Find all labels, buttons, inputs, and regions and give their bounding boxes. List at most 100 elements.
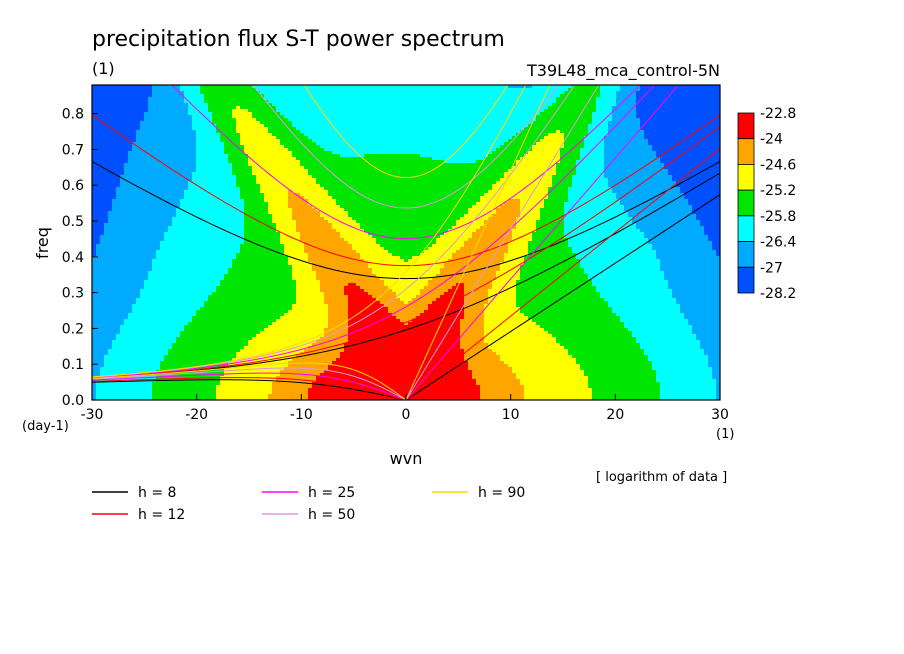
heat-cell bbox=[144, 109, 149, 113]
heat-cell bbox=[660, 91, 665, 95]
heat-cell bbox=[512, 151, 517, 155]
heat-cell bbox=[676, 106, 681, 110]
heat-cell bbox=[496, 142, 501, 146]
heat-cell bbox=[476, 151, 481, 155]
heat-cell bbox=[236, 103, 241, 107]
heat-cell bbox=[272, 106, 277, 110]
heat-cell bbox=[112, 112, 117, 116]
heat-cell bbox=[260, 157, 265, 161]
heat-cell bbox=[172, 121, 177, 125]
heat-cell bbox=[384, 133, 389, 137]
heat-cell bbox=[192, 106, 197, 110]
heat-cell bbox=[340, 127, 345, 131]
heat-cell bbox=[604, 103, 609, 107]
heat-cell bbox=[680, 121, 685, 125]
heat-cell bbox=[268, 139, 273, 143]
heat-cell bbox=[168, 151, 173, 155]
heat-cell bbox=[528, 85, 533, 89]
heat-cell bbox=[620, 133, 625, 137]
heat-cell bbox=[152, 154, 157, 158]
heat-cell bbox=[716, 127, 720, 131]
heat-cell bbox=[352, 97, 357, 101]
heat-cell bbox=[356, 154, 361, 158]
heat-cell bbox=[276, 139, 281, 143]
heat-cell bbox=[456, 94, 461, 98]
heat-cell bbox=[140, 145, 145, 149]
heat-cell bbox=[188, 145, 193, 149]
heatmap-field bbox=[92, 85, 720, 400]
heat-cell bbox=[532, 100, 537, 104]
heat-cell bbox=[236, 136, 241, 140]
heat-cell bbox=[616, 109, 621, 113]
heat-cell bbox=[252, 124, 257, 128]
heat-cell bbox=[436, 94, 441, 98]
heat-cell bbox=[256, 115, 261, 119]
heat-cell bbox=[184, 118, 189, 122]
heat-cell bbox=[564, 94, 569, 98]
heat-cell bbox=[264, 145, 269, 149]
heat-cell bbox=[140, 94, 145, 98]
heat-cell bbox=[496, 151, 501, 155]
heat-cell bbox=[572, 154, 577, 158]
heat-cell bbox=[652, 121, 657, 125]
heat-cell bbox=[548, 148, 553, 152]
heat-cell bbox=[292, 115, 297, 119]
heat-cell bbox=[256, 94, 261, 98]
heat-cell bbox=[348, 142, 353, 146]
heat-cell bbox=[560, 103, 565, 107]
heat-cell bbox=[560, 121, 565, 125]
heat-cell bbox=[716, 94, 720, 98]
heat-cell bbox=[136, 130, 141, 134]
heat-cell bbox=[400, 148, 405, 152]
heat-cell bbox=[132, 121, 137, 125]
heat-cell bbox=[440, 145, 445, 149]
heat-cell bbox=[600, 94, 605, 98]
heat-cell bbox=[180, 118, 185, 122]
heat-cell bbox=[620, 121, 625, 125]
heat-cell bbox=[604, 115, 609, 119]
heat-cell bbox=[588, 139, 593, 143]
heat-cell bbox=[176, 91, 181, 95]
heat-cell bbox=[576, 106, 581, 110]
heat-cell bbox=[684, 142, 689, 146]
heat-cell bbox=[460, 91, 465, 95]
heat-cell bbox=[700, 115, 705, 119]
heat-cell bbox=[576, 133, 581, 137]
heat-cell bbox=[480, 100, 485, 104]
heat-cell bbox=[388, 145, 393, 149]
heat-cell bbox=[276, 157, 281, 161]
heat-cell bbox=[356, 115, 361, 119]
heat-cell bbox=[288, 157, 293, 161]
heat-cell bbox=[380, 148, 385, 152]
heat-cell bbox=[684, 88, 689, 92]
heat-cell bbox=[700, 127, 705, 131]
heat-cell bbox=[332, 88, 337, 92]
heat-cell bbox=[260, 136, 265, 140]
heat-cell bbox=[684, 148, 689, 152]
heat-cell bbox=[280, 85, 285, 89]
heat-cell bbox=[216, 94, 221, 98]
heat-cell bbox=[540, 88, 545, 92]
heat-cell bbox=[424, 124, 429, 128]
heat-cell bbox=[348, 121, 353, 125]
heat-cell bbox=[600, 151, 605, 155]
heat-cell bbox=[112, 157, 117, 161]
heat-cell bbox=[348, 118, 353, 122]
heat-cell bbox=[280, 109, 285, 113]
heat-cell bbox=[348, 127, 353, 131]
heat-cell bbox=[176, 109, 181, 113]
heat-cell bbox=[620, 91, 625, 95]
heat-cell bbox=[584, 148, 589, 152]
heat-cell bbox=[432, 136, 437, 140]
heat-cell bbox=[344, 121, 349, 125]
heat-cell bbox=[384, 112, 389, 116]
heat-cell bbox=[588, 124, 593, 128]
heat-cell bbox=[196, 148, 201, 152]
heat-cell bbox=[572, 103, 577, 107]
heat-cell bbox=[428, 151, 433, 155]
heat-cell bbox=[296, 151, 301, 155]
heat-cell bbox=[408, 121, 413, 125]
heat-cell bbox=[196, 85, 201, 89]
heat-cell bbox=[692, 151, 697, 155]
heat-cell bbox=[624, 145, 629, 149]
